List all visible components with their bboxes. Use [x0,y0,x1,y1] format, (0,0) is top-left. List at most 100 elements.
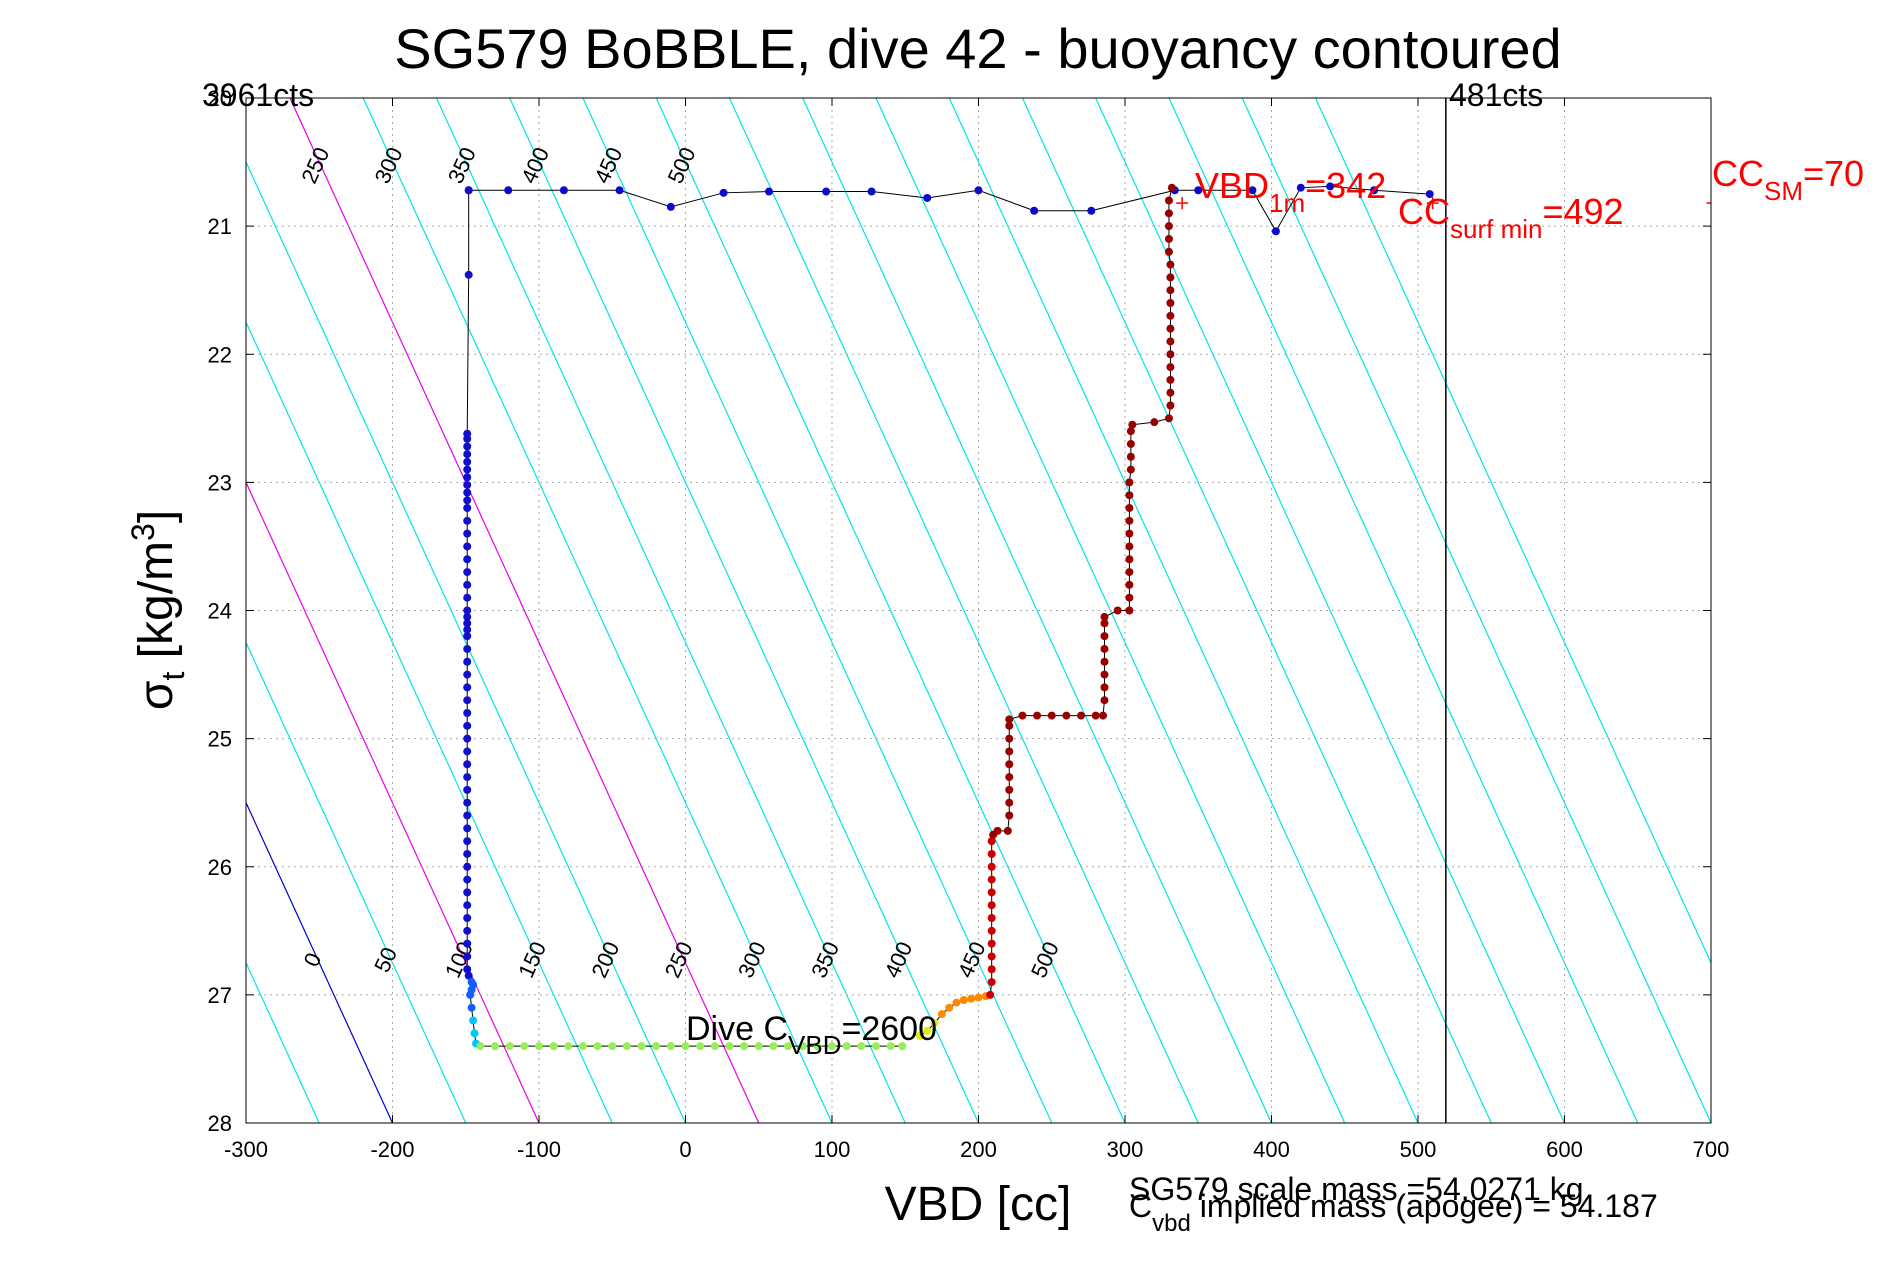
ascent-point [1126,452,1135,461]
descent-point [463,488,472,497]
ascent-point [1005,811,1014,820]
x-axis-ticks: -300 -200 -100 0 100 200 300 400 500 600 700 [224,98,1729,1162]
ascent-point [1125,478,1134,487]
contour-line [655,98,1126,1123]
y-label-sup: 3 [125,523,161,541]
contour-line [1021,98,1492,1123]
ascent-point [1166,324,1175,333]
descent-point [463,593,472,602]
descent-point [466,990,475,999]
y-tick-label: 24 [208,599,232,624]
dive-cvbd-prefix: Dive C [686,1010,788,1048]
ascent-point [1164,209,1173,218]
y-tick-label: 22 [208,342,232,367]
ascent-point [1091,711,1100,720]
surface-point [559,186,568,195]
bottom-point [564,1042,573,1051]
contour-line [1168,98,1639,1123]
ascent-point [952,998,961,1007]
y-tick-label: 25 [208,727,232,752]
descent-point [463,939,472,948]
vbd-1m-sub: 1m [1269,188,1305,218]
descent-point [463,785,472,794]
descent-point [463,434,472,443]
y-tick-label: 23 [208,470,232,495]
surface-point [666,202,675,211]
x-tick-label: 200 [960,1137,997,1162]
x-tick-label: 0 [679,1137,691,1162]
descent-point [463,773,472,782]
descent-point [463,837,472,846]
bottom-point [681,1042,690,1051]
ascent-point [1164,414,1173,423]
ascent-point [1166,401,1175,410]
descent-point [463,901,472,910]
surface-point [1030,206,1039,215]
y-label-unit: [kg/m [130,541,183,672]
ascent-point [1166,375,1175,384]
ascent-point [1100,696,1109,705]
descent-point [463,465,472,474]
descent-point [463,747,472,756]
y-axis-label: σt [kg/m3] [125,510,191,710]
descent-point [464,270,473,279]
ascent-point [1047,711,1056,720]
descent-point [463,568,472,577]
ascent-point [1125,516,1134,525]
contour-line [1095,98,1566,1123]
ascent-point [1164,222,1173,231]
ascent-point [1166,350,1175,359]
descent-point [463,875,472,884]
cc-sm-annotation: CCSM=70 [1712,153,1864,206]
descent-point [467,1003,476,1012]
descent-point [463,644,472,653]
bottom-point [898,1042,907,1051]
dive-cvbd-sub: VBD [788,1030,841,1060]
ascent-point [987,901,996,910]
ascent-point [1062,711,1071,720]
ascent-point [1005,715,1014,724]
ascent-point [1150,418,1159,427]
ascent-point [1005,785,1014,794]
ascent-point [974,993,983,1002]
contour-line [246,641,467,1123]
ascent-point [1166,273,1175,282]
ascent-point [1099,711,1108,720]
x-tick-label: -300 [224,1137,268,1162]
ascent-point [1128,420,1137,429]
implied-mass-value: implied mass (apogee) = 54.187 [1191,1188,1658,1224]
surface-point [1087,206,1096,215]
ascent-point [987,849,996,858]
ascent-point [1164,196,1173,205]
ascent-point [1125,491,1134,500]
ascent-point [987,875,996,884]
ascent-point [986,990,995,999]
vbd-1m-annotation: VBD1m=342 [1195,165,1386,218]
bottom-point [578,1042,587,1051]
ascent-point [1166,299,1175,307]
surface-point [867,187,876,196]
bottom-point [842,1042,851,1051]
ascent-point [1125,580,1134,589]
y-label-sub: t [155,672,191,681]
ascent-point [1125,568,1134,577]
ascent-point [1100,683,1109,692]
ascent-point [1125,606,1134,615]
descent-point [463,914,472,922]
right-limit-label: 481cts [1449,77,1543,113]
ascent-point [1125,542,1134,551]
descent-point [463,849,472,858]
descent-point [463,619,472,628]
ascent-point [1126,439,1135,448]
descent-point [463,811,472,820]
dive-cvbd-value: =2600 [842,1010,938,1048]
surface-point [1248,186,1257,195]
descent-point [464,971,473,980]
ascent-point [1126,427,1135,436]
surface-point [923,193,932,202]
descent-point [463,721,472,730]
descent-point [463,606,472,615]
ascent-point [987,862,996,871]
cc-sm-sub: SM [1764,176,1803,206]
